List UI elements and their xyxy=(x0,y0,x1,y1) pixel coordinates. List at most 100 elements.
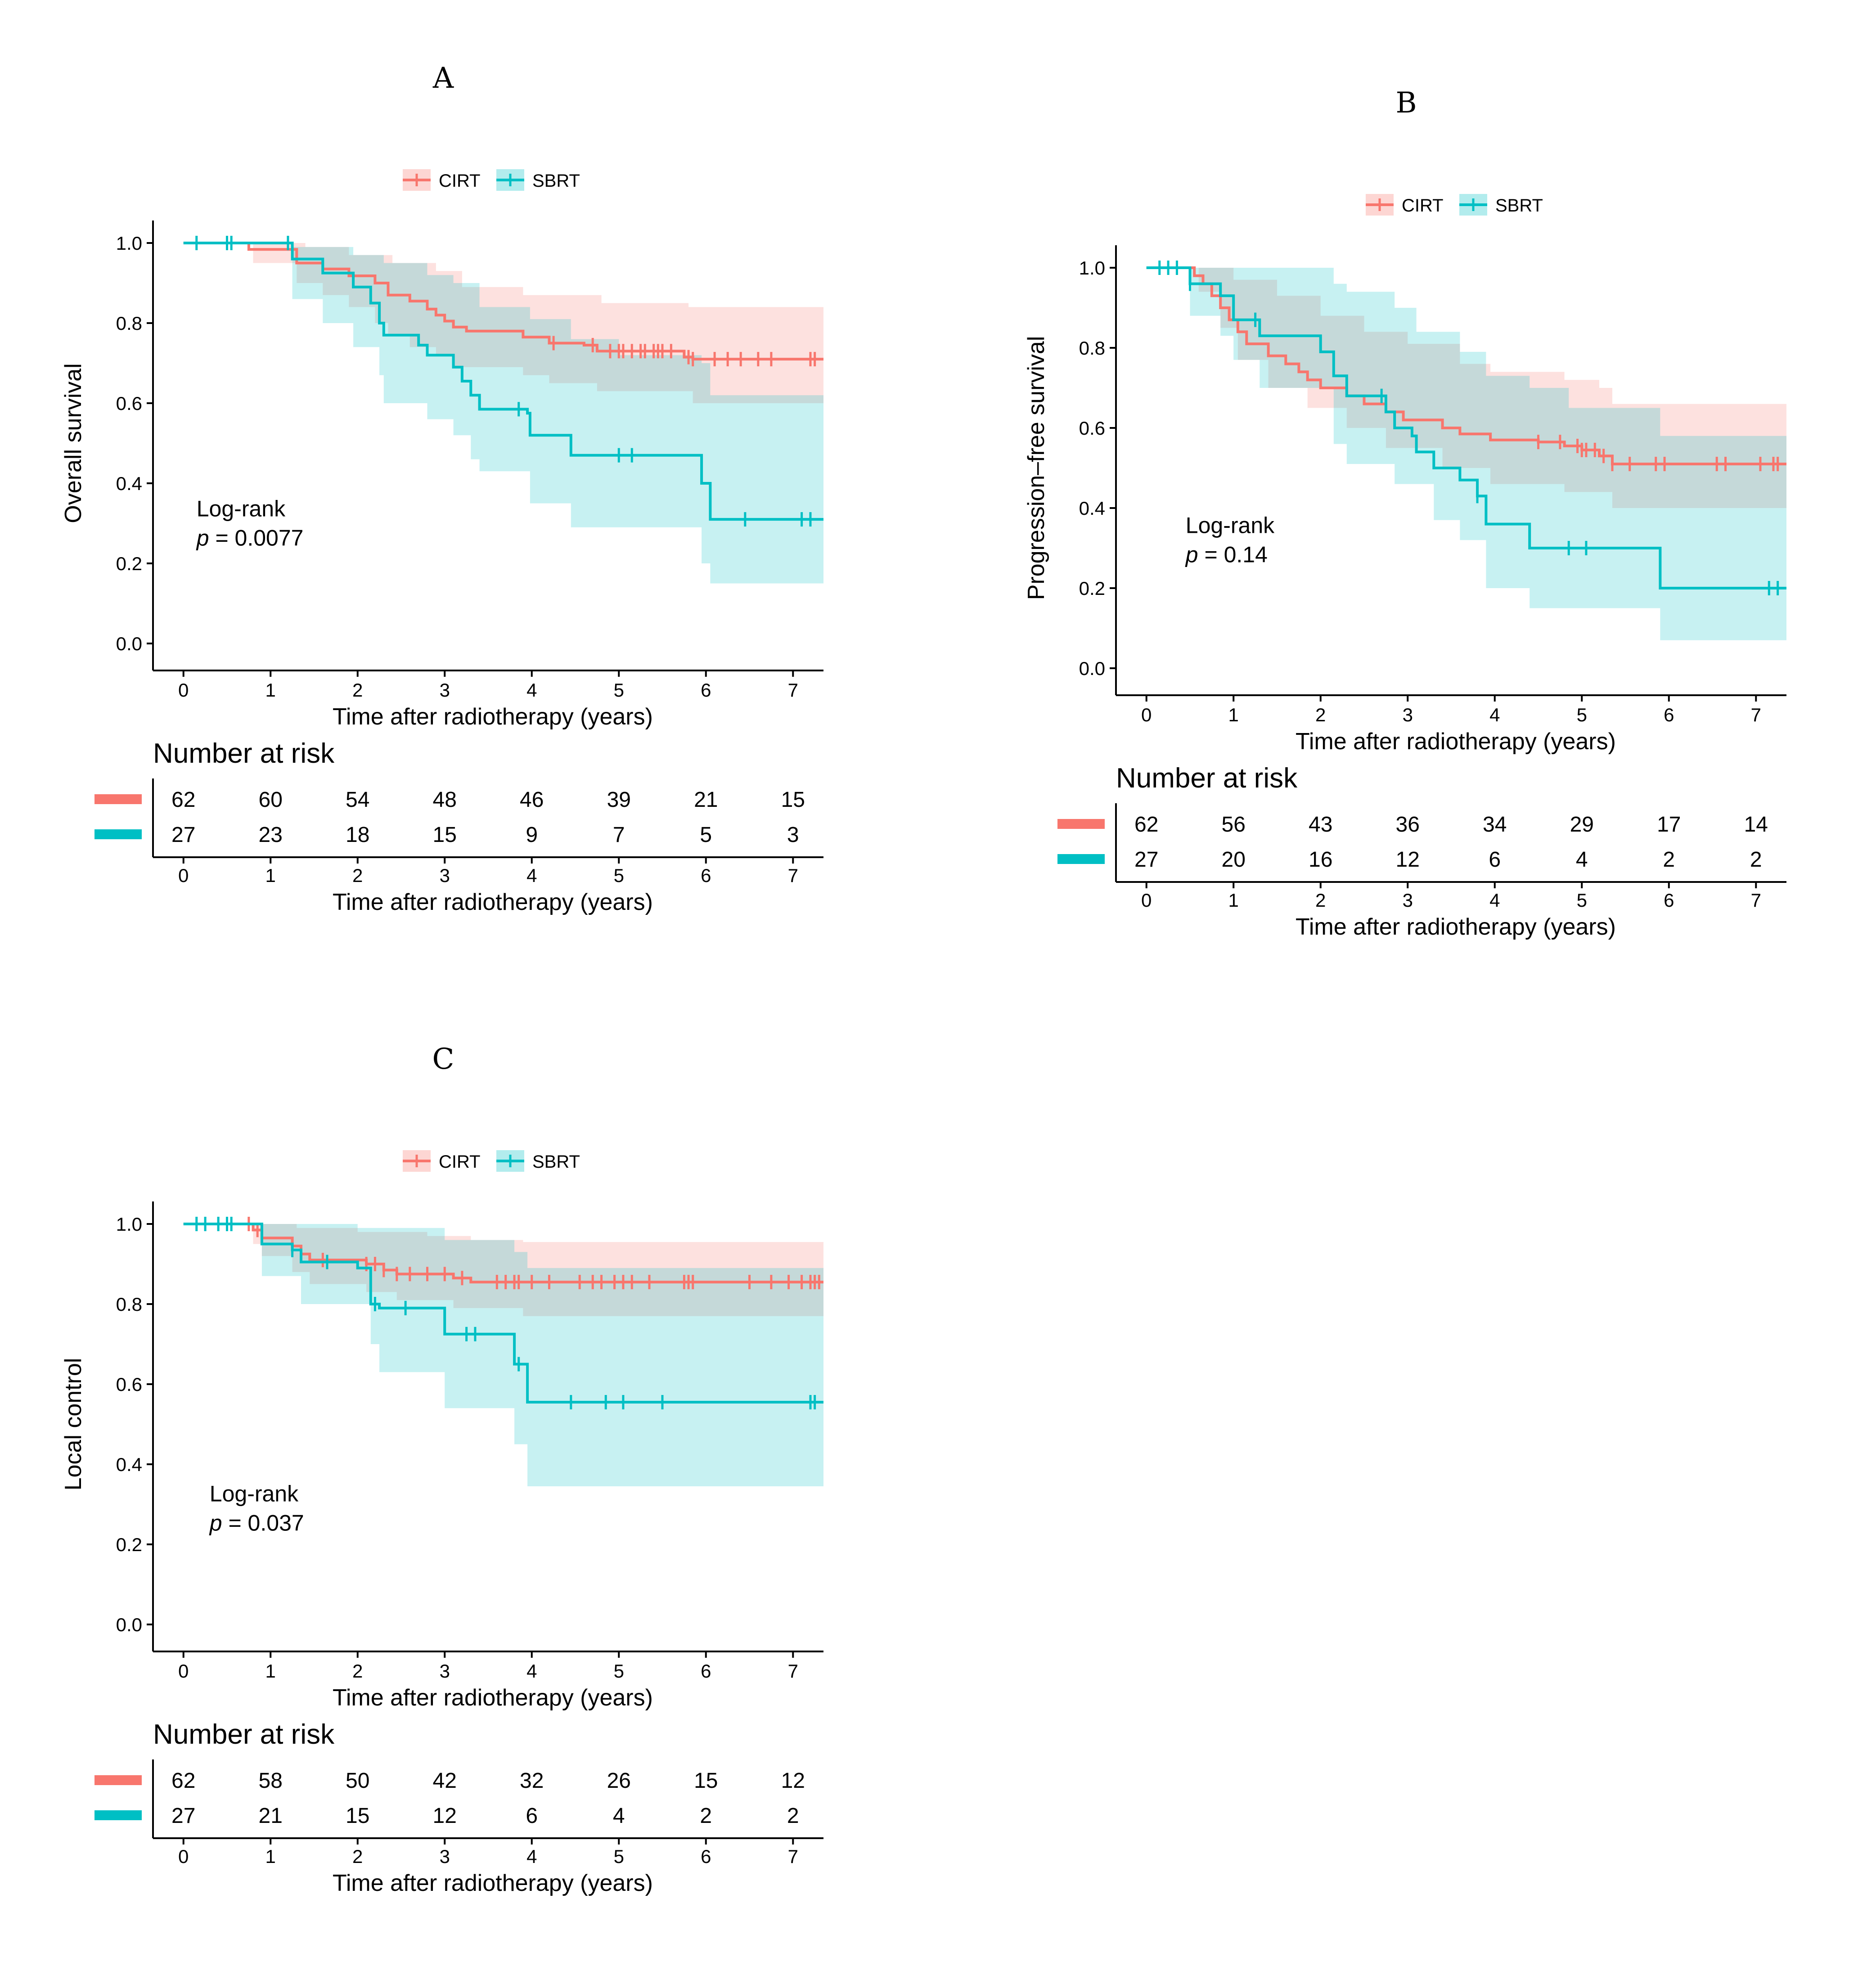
risk-x-tick-label: 0 xyxy=(178,865,189,886)
x-tick-label: 4 xyxy=(1489,704,1500,725)
risk-count-cirt: 46 xyxy=(520,788,544,812)
y-tick-label: 0.2 xyxy=(1079,578,1105,599)
p-symbol: p xyxy=(196,526,209,551)
x-tick-label: 1 xyxy=(1228,704,1239,725)
km-curve-sbrt xyxy=(183,242,823,521)
risk-count-cirt: 50 xyxy=(346,1769,369,1793)
x-tick-label: 6 xyxy=(1664,704,1674,725)
risk-x-tick-label: 2 xyxy=(352,1846,363,1867)
risk-count-cirt: 60 xyxy=(259,788,283,812)
risk-count-sbrt: 4 xyxy=(1576,848,1588,872)
x-tick-label: 0 xyxy=(178,679,189,701)
panel-letter: C xyxy=(432,1043,454,1076)
y-tick-label: 1.0 xyxy=(116,1214,142,1235)
legend-label-sbrt: SBRT xyxy=(1495,196,1543,216)
risk-count-cirt: 15 xyxy=(781,788,805,812)
risk-count-cirt: 32 xyxy=(520,1769,544,1793)
risk-count-sbrt: 6 xyxy=(526,1804,538,1828)
risk-count-sbrt: 27 xyxy=(1134,848,1158,872)
logrank-p-value: p = 0.0077 xyxy=(196,526,304,551)
x-tick-label: 7 xyxy=(788,1660,798,1682)
risk-count-cirt: 21 xyxy=(694,788,718,812)
y-axis-title: Progression–free survival xyxy=(1023,336,1049,600)
x-tick-label: 4 xyxy=(526,1660,537,1682)
risk-count-sbrt: 5 xyxy=(700,823,712,847)
risk-count-sbrt: 15 xyxy=(433,823,457,847)
p-value-text: = 0.037 xyxy=(222,1510,304,1535)
risk-x-tick-label: 3 xyxy=(440,865,450,886)
risk-count-sbrt: 21 xyxy=(259,1804,283,1828)
ci-band-sbrt xyxy=(1146,268,1786,640)
risk-table-title: Number at risk xyxy=(153,738,335,769)
risk-count-sbrt: 12 xyxy=(1396,848,1420,872)
legend-label-cirt: CIRT xyxy=(1402,196,1444,216)
risk-count-cirt: 15 xyxy=(694,1769,718,1793)
risk-count-sbrt: 15 xyxy=(346,1804,369,1828)
x-tick-label: 5 xyxy=(614,1660,624,1682)
x-tick-label: 0 xyxy=(178,1660,189,1682)
risk-count-sbrt: 9 xyxy=(526,823,538,847)
p-value-text: = 0.0077 xyxy=(209,526,304,551)
x-tick-label: 3 xyxy=(1403,704,1413,725)
risk-x-tick-label: 4 xyxy=(526,865,537,886)
legend-label-sbrt: SBRT xyxy=(532,171,580,191)
risk-x-tick-label: 2 xyxy=(1315,890,1326,911)
y-tick-label: 0.8 xyxy=(116,313,142,334)
risk-x-tick-label: 5 xyxy=(614,865,624,886)
y-tick-label: 0.8 xyxy=(116,1294,142,1315)
risk-table-title: Number at risk xyxy=(1116,763,1298,794)
p-value-text: = 0.14 xyxy=(1198,542,1268,567)
risk-count-cirt: 58 xyxy=(259,1769,283,1793)
x-tick-label: 1 xyxy=(265,1660,276,1682)
risk-x-tick-label: 7 xyxy=(788,865,798,886)
x-tick-label: 2 xyxy=(352,679,363,701)
y-tick-label: 0.8 xyxy=(1079,337,1105,359)
risk-count-sbrt: 27 xyxy=(171,823,195,847)
legend: CIRT SBRT xyxy=(1366,194,1543,216)
risk-count-sbrt: 2 xyxy=(787,1804,799,1828)
y-tick-label: 1.0 xyxy=(1079,257,1105,279)
legend-label-cirt: CIRT xyxy=(439,1152,481,1172)
x-tick-label: 6 xyxy=(701,679,711,701)
risk-x-tick-label: 5 xyxy=(1577,890,1587,911)
risk-count-sbrt: 18 xyxy=(346,823,369,847)
y-tick-label: 0.4 xyxy=(116,473,142,494)
risk-count-sbrt: 23 xyxy=(259,823,283,847)
risk-count-sbrt: 3 xyxy=(787,823,799,847)
x-axis-title: Time after radiotherapy (years) xyxy=(333,1685,653,1711)
risk-count-sbrt: 6 xyxy=(1489,848,1501,872)
risk-count-cirt: 56 xyxy=(1222,813,1246,837)
x-tick-label: 0 xyxy=(1141,704,1152,725)
risk-count-cirt: 36 xyxy=(1396,813,1420,837)
logrank-label: Log-rank xyxy=(197,496,286,522)
risk-x-tick-label: 3 xyxy=(440,1846,450,1867)
risk-count-cirt: 12 xyxy=(781,1769,805,1793)
km-curve-sbrt xyxy=(1146,266,1786,589)
risk-x-tick-label: 0 xyxy=(178,1846,189,1867)
risk-count-cirt: 39 xyxy=(607,788,631,812)
risk-x-tick-label: 1 xyxy=(265,1846,276,1867)
risk-x-tick-label: 1 xyxy=(265,865,276,886)
risk-count-cirt: 34 xyxy=(1483,813,1507,837)
risk-count-cirt: 26 xyxy=(607,1769,631,1793)
x-axis-title: Time after radiotherapy (years) xyxy=(1296,729,1616,755)
risk-count-cirt: 42 xyxy=(433,1769,457,1793)
risk-count-sbrt: 16 xyxy=(1309,848,1332,872)
x-tick-label: 7 xyxy=(788,679,798,701)
x-axis-title: Time after radiotherapy (years) xyxy=(333,704,653,730)
risk-count-sbrt: 4 xyxy=(613,1804,625,1828)
risk-count-sbrt: 2 xyxy=(1663,848,1675,872)
p-symbol: p xyxy=(1185,542,1198,567)
y-tick-label: 1.0 xyxy=(116,233,142,254)
y-tick-label: 0.6 xyxy=(1079,418,1105,439)
risk-count-cirt: 29 xyxy=(1570,813,1594,837)
panel-letter: B xyxy=(1395,86,1417,120)
y-axis-title: Local control xyxy=(60,1358,86,1491)
x-tick-label: 6 xyxy=(701,1660,711,1682)
y-tick-label: 0.0 xyxy=(116,633,142,654)
y-tick-label: 0.6 xyxy=(116,393,142,414)
x-tick-label: 3 xyxy=(440,1660,450,1682)
